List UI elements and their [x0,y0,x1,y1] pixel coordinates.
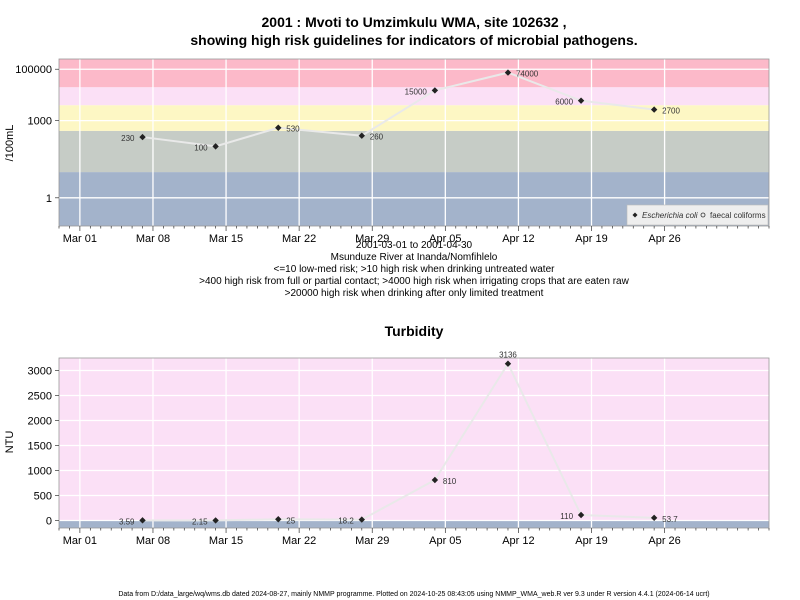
legend-fc-marker [700,212,706,218]
microbial-x-tick-label-3: Mar 22 [282,233,316,245]
microbial-data-label-2: 530 [286,125,300,134]
chart-title-line-1: 2001 : Mvoti to Umzimkulu WMA, site 1026… [262,14,567,30]
turbidity-x-tick-label-4: Mar 29 [355,535,389,547]
turbidity-data-label-2: 25 [286,516,295,525]
y-axis-label-turbidity: NTU [4,431,16,454]
turbidity-y-tick-label-3: 1500 [28,441,52,453]
microbial-data-label-3: 260 [370,133,384,142]
turbidity-data-label-0: 3.59 [119,517,135,526]
turbidity-data-label-6: 110 [560,512,573,521]
y-axis-label-microbial: /100mL [4,125,16,162]
microbial-series-line-0 [142,71,655,148]
legend-box [626,204,769,226]
microbial-data-label-5: 74000 [516,70,539,79]
chart-title-line-2: showing high risk guidelines for indicat… [190,32,637,48]
turbidity-y-tick-label-0: 0 [46,516,52,528]
caption-site-name: Msunduze River at Inanda/Nomfihlelo [331,252,498,263]
microbial-band-1 [59,130,769,173]
microbial-data-label-0: 230 [121,134,135,143]
turbidity-y-tick-label-4: 2000 [28,416,52,428]
turbidity-x-tick-label-6: Apr 12 [502,535,534,547]
legend-ecoli-marker [632,212,638,218]
microbial-x-tick-label-0: Mar 01 [63,233,97,245]
caption-guideline-2: >400 high risk from full or partial cont… [199,276,629,287]
microbial-x-tick-label-2: Mar 15 [209,233,243,245]
turbidity-data-point-3 [358,516,365,523]
microbial-data-label-6: 6000 [555,98,573,107]
turbidity-y-tick-label-1: 500 [34,491,52,503]
turbidity-x-tick-label-0: Mar 01 [63,535,97,547]
turbidity-data-label-5: 3136 [499,351,517,360]
turbidity-data-label-3: 18.2 [338,517,354,526]
turbidity-x-tick-label-3: Mar 22 [282,535,316,547]
microbial-data-label-4: 15000 [405,87,428,96]
caption-guideline-3: >20000 high risk when drinking after onl… [285,288,544,299]
microbial-data-point-3 [358,132,365,139]
turbidity-data-point-4 [431,476,439,484]
turbidity-band-1 [59,358,769,521]
legend: Escherichia coli faecal coliforms [626,204,769,226]
turbidity-data-label-1: 2.15 [192,517,208,526]
turbidity-x-tick-label-1: Mar 08 [136,535,170,547]
microbial-data-point-2 [275,124,282,131]
microbial-data-label-7: 2700 [662,107,680,116]
turbidity-series-line-0 [142,361,655,522]
microbial-x-tick-label-7: Apr 19 [575,233,607,245]
turbidity-data-point-7 [650,514,658,522]
footer-note: Data from D:/data_large/wq/wms.db dated … [118,591,709,598]
turbidity-data-point-1 [212,517,219,524]
turbidity-band-0 [59,520,769,528]
legend-fc-label: faecal coliforms [710,211,766,220]
turbidity-y-tick-label-5: 2500 [28,391,52,403]
microbial-data-point-1 [212,143,219,150]
microbial-data-point-5 [504,69,512,76]
turbidity-data-label-4: 810 [443,477,457,486]
caption-guideline-1: <=10 low-med risk; >10 high risk when dr… [274,264,556,275]
microbial-plot: Mar 01 Mar 08 Mar 15 Mar 22 Mar 29 Apr 05 Apr … [15,58,770,245]
turbidity-data-point-0 [139,517,146,524]
microbial-data-point-4 [431,87,439,94]
microbial-y-tick-label-1: 1000 [28,116,52,128]
legend-ecoli-label: Escherichia coli [642,211,698,220]
microbial-x-tick-label-6: Apr 12 [502,233,534,245]
microbial-band-4 [59,59,769,88]
turbidity-data-point-2 [275,516,282,523]
turbidity-x-tick-label-7: Apr 19 [575,535,607,547]
turbidity-x-tick-label-5: Apr 05 [429,535,461,547]
microbial-x-tick-label-4: Mar 29 [355,233,389,245]
turbidity-x-tick-label-2: Mar 15 [209,535,243,547]
microbial-data-label-1: 100 [194,143,208,152]
turbidity-y-tick-label-2: 1000 [28,466,52,478]
turbidity-data-point-6 [577,511,585,519]
turbidity-title: Turbidity [385,323,444,339]
microbial-y-tick-label-2: 100000 [15,64,52,76]
microbial-x-tick-label-1: Mar 08 [136,233,170,245]
microbial-x-tick-label-5: Apr 05 [429,233,461,245]
microbial-data-point-7 [650,106,658,113]
microbial-x-tick-label-8: Apr 26 [648,233,680,245]
turbidity-data-label-7: 53.7 [662,515,678,524]
turbidity-y-tick-label-6: 3000 [28,366,52,378]
turbidity-x-tick-label-8: Apr 26 [648,535,680,547]
caption-date-range: 2001-03-01 to 2001-04-30 [356,240,473,251]
microbial-data-point-0 [139,133,146,141]
microbial-y-tick-label-0: 1 [46,193,52,205]
turbidity-plot: Mar 01 Mar 08 Mar 15 Mar 22 Mar 29 Apr 05 Apr … [28,351,770,547]
microbial-data-point-6 [577,97,585,104]
turbidity-data-point-5 [504,360,512,367]
